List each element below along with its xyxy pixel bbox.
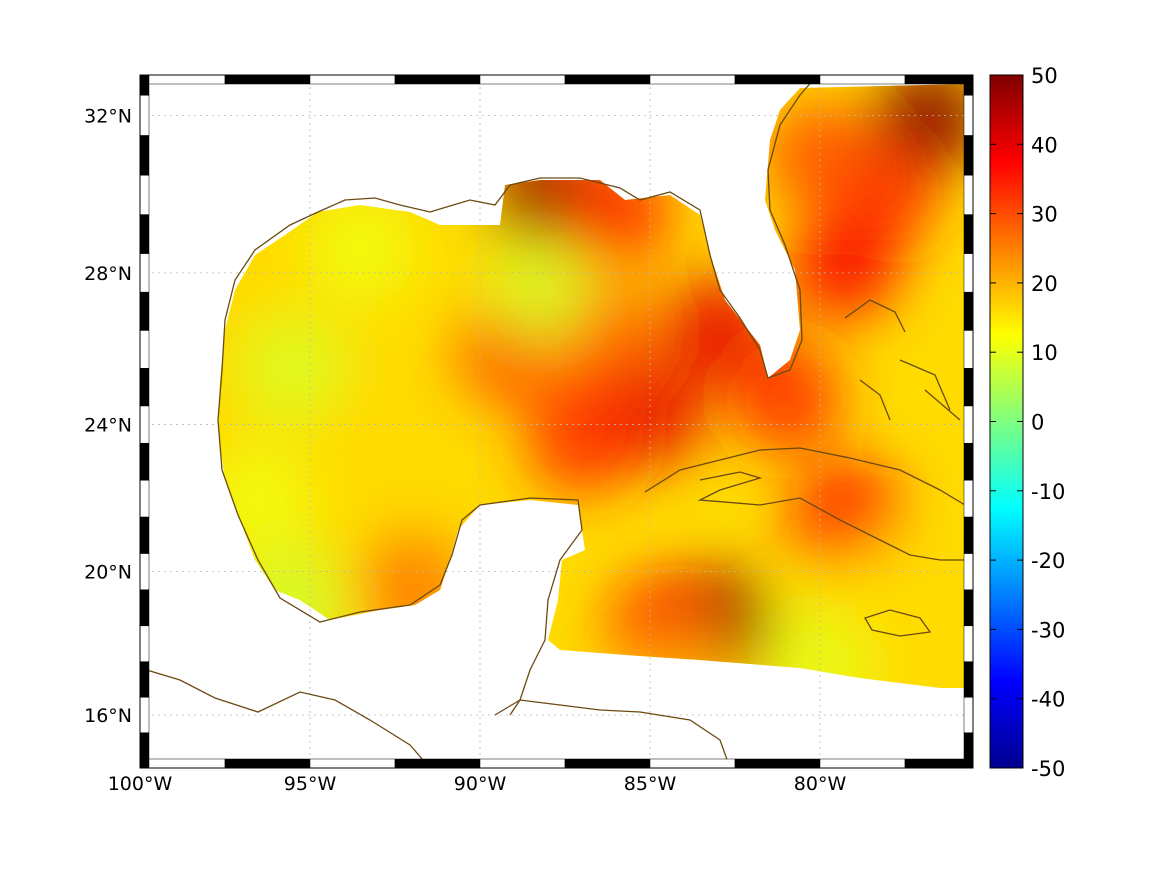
frame-segment xyxy=(963,442,974,481)
colorbar-tick-label: -20 xyxy=(1031,549,1065,573)
frame-segment xyxy=(963,625,974,662)
frame-segment xyxy=(734,758,821,769)
field-feature xyxy=(306,194,416,305)
frame-segment xyxy=(963,516,974,554)
colorbar-tick-label: -40 xyxy=(1031,688,1065,712)
frame-segment xyxy=(649,758,736,769)
colorbar-tick-label: 50 xyxy=(1031,64,1058,88)
longitude-tick-label: 80°W xyxy=(794,773,847,795)
field-feature xyxy=(486,237,597,348)
frame-segment xyxy=(139,74,150,96)
frame-segment xyxy=(224,74,311,85)
frame-segment xyxy=(649,74,736,85)
frame-segment xyxy=(139,553,150,590)
frame-segment xyxy=(904,74,974,85)
colorbar-tick-label: 30 xyxy=(1031,203,1058,227)
field-feature xyxy=(238,313,348,424)
colorbar-tick-label: -50 xyxy=(1031,757,1065,781)
latitude-tick-labels: 32°N 28°N 24°N 20°N 16°N xyxy=(84,105,132,727)
colorbar-tick-label: -30 xyxy=(1031,618,1065,642)
frame-segment xyxy=(309,758,396,769)
frame-segment xyxy=(139,368,150,407)
frame-segment xyxy=(139,661,150,698)
frame-segment xyxy=(139,291,150,331)
frame-segment xyxy=(963,697,974,733)
frame-segment xyxy=(309,74,396,85)
frame-segment xyxy=(139,589,150,627)
frame-segment xyxy=(139,95,150,136)
frame-segment xyxy=(479,74,566,85)
longitude-tick-label: 85°W xyxy=(624,773,677,795)
field-feature xyxy=(527,384,637,495)
frame-segment xyxy=(479,758,566,769)
latitude-tick-label: 16°N xyxy=(84,705,132,727)
frame-segment xyxy=(139,516,150,554)
coastline-mexico-west xyxy=(217,211,583,716)
colorbar-tick-label: 10 xyxy=(1031,341,1058,365)
frame-segment xyxy=(139,253,150,293)
frame-segment xyxy=(139,405,150,444)
colorbar-tick-label: 20 xyxy=(1031,272,1058,296)
field-feature xyxy=(731,343,841,454)
frame-segment xyxy=(963,589,974,627)
frame-segment xyxy=(963,405,974,444)
frame-segment xyxy=(963,330,974,369)
coastline-us-mexico xyxy=(139,77,816,769)
frame-segment xyxy=(139,625,150,662)
longitude-tick-label: 95°W xyxy=(284,773,337,795)
frame-segment xyxy=(394,758,481,769)
frame-segment xyxy=(963,95,974,136)
coastline-central-america xyxy=(494,699,731,769)
coastline-cuba xyxy=(644,447,966,561)
latitude-tick-label: 28°N xyxy=(84,263,132,285)
frame-segment xyxy=(963,135,974,176)
colorbar-tick-label: 40 xyxy=(1031,133,1058,157)
frame-segment xyxy=(963,253,974,293)
frame-segment xyxy=(819,758,906,769)
coastline-bahamas xyxy=(844,299,961,421)
frame-segment xyxy=(904,758,974,769)
latitude-tick-label: 24°N xyxy=(84,415,132,437)
colorbar-ticks: 50 40 30 20 10 0 -10 -20 -30 -40 -50 xyxy=(990,64,1065,781)
frame-segment xyxy=(139,697,150,733)
frame-segment xyxy=(963,368,974,407)
frame-segment xyxy=(819,74,906,85)
frame-segment xyxy=(963,214,974,254)
longitude-tick-labels: 100°W 95°W 90°W 85°W 80°W xyxy=(108,773,847,795)
frame-segment xyxy=(394,74,481,85)
field-feature xyxy=(833,538,943,649)
map-frame-outline xyxy=(139,74,974,769)
frame-segment xyxy=(734,74,821,85)
longitude-tick-label: 100°W xyxy=(108,773,173,795)
field-feature xyxy=(788,210,899,321)
frame-segment xyxy=(139,214,150,254)
frame-segment xyxy=(139,174,150,215)
latitude-tick-label: 32°N xyxy=(84,105,132,127)
frame-segment xyxy=(224,758,311,769)
frame-segment xyxy=(963,732,974,769)
longitude-tick-label: 90°W xyxy=(454,773,507,795)
colorbar-tick-label: -10 xyxy=(1031,480,1065,504)
frame-segment xyxy=(963,479,974,518)
frame-segment xyxy=(139,135,150,176)
frame-segment xyxy=(139,442,150,481)
coastline-jamaica xyxy=(864,609,932,637)
frame-segment xyxy=(564,758,651,769)
coastlines xyxy=(139,77,966,769)
frame-segment xyxy=(139,758,226,769)
frame-segment xyxy=(963,661,974,698)
frame-segment xyxy=(963,553,974,590)
frame-segment xyxy=(963,291,974,331)
frame-segment xyxy=(139,732,150,769)
latitude-tick-label: 20°N xyxy=(84,562,132,584)
frame-segment xyxy=(139,479,150,518)
frame-segment xyxy=(963,74,974,96)
frame-segment xyxy=(963,174,974,215)
field-feature xyxy=(765,100,875,211)
frame-segment xyxy=(139,330,150,369)
colorbar-tick-label: 0 xyxy=(1031,411,1044,435)
frame-segment xyxy=(139,74,226,85)
frame-segment xyxy=(564,74,651,85)
